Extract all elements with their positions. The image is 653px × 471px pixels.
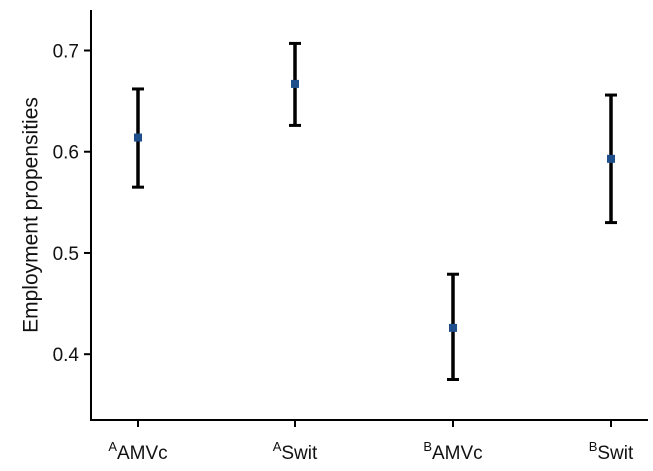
y-tick-label: 0.7 bbox=[53, 41, 79, 62]
y-tick-label: 0.5 bbox=[53, 244, 79, 265]
y-tick-label: 0.4 bbox=[53, 345, 80, 366]
x-tick-label: BAMVc bbox=[423, 439, 482, 464]
data-point-group bbox=[447, 272, 459, 382]
data-point bbox=[291, 79, 299, 88]
x-tick-label: AAMVc bbox=[108, 439, 167, 464]
data-point bbox=[134, 133, 142, 142]
data-point-group bbox=[132, 87, 144, 189]
x-tick-label: BSwit bbox=[589, 439, 634, 464]
data-point-group bbox=[605, 93, 617, 225]
data-point-group bbox=[289, 41, 301, 127]
x-axis: AAMVc ASwit BAMVc BSwit bbox=[108, 420, 634, 464]
plot-area bbox=[90, 10, 648, 421]
data-point bbox=[449, 323, 457, 332]
y-tick-label: 0.6 bbox=[53, 143, 79, 164]
y-axis-label: Employment propensities bbox=[19, 97, 42, 333]
x-tick-label: ASwit bbox=[273, 439, 318, 464]
data-point bbox=[607, 154, 615, 163]
axis-frame bbox=[90, 10, 648, 421]
y-axis: 0.4 0.5 0.6 0.7 bbox=[53, 41, 91, 366]
